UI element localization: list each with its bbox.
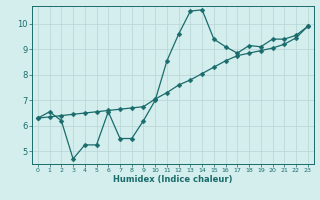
X-axis label: Humidex (Indice chaleur): Humidex (Indice chaleur) — [113, 175, 233, 184]
